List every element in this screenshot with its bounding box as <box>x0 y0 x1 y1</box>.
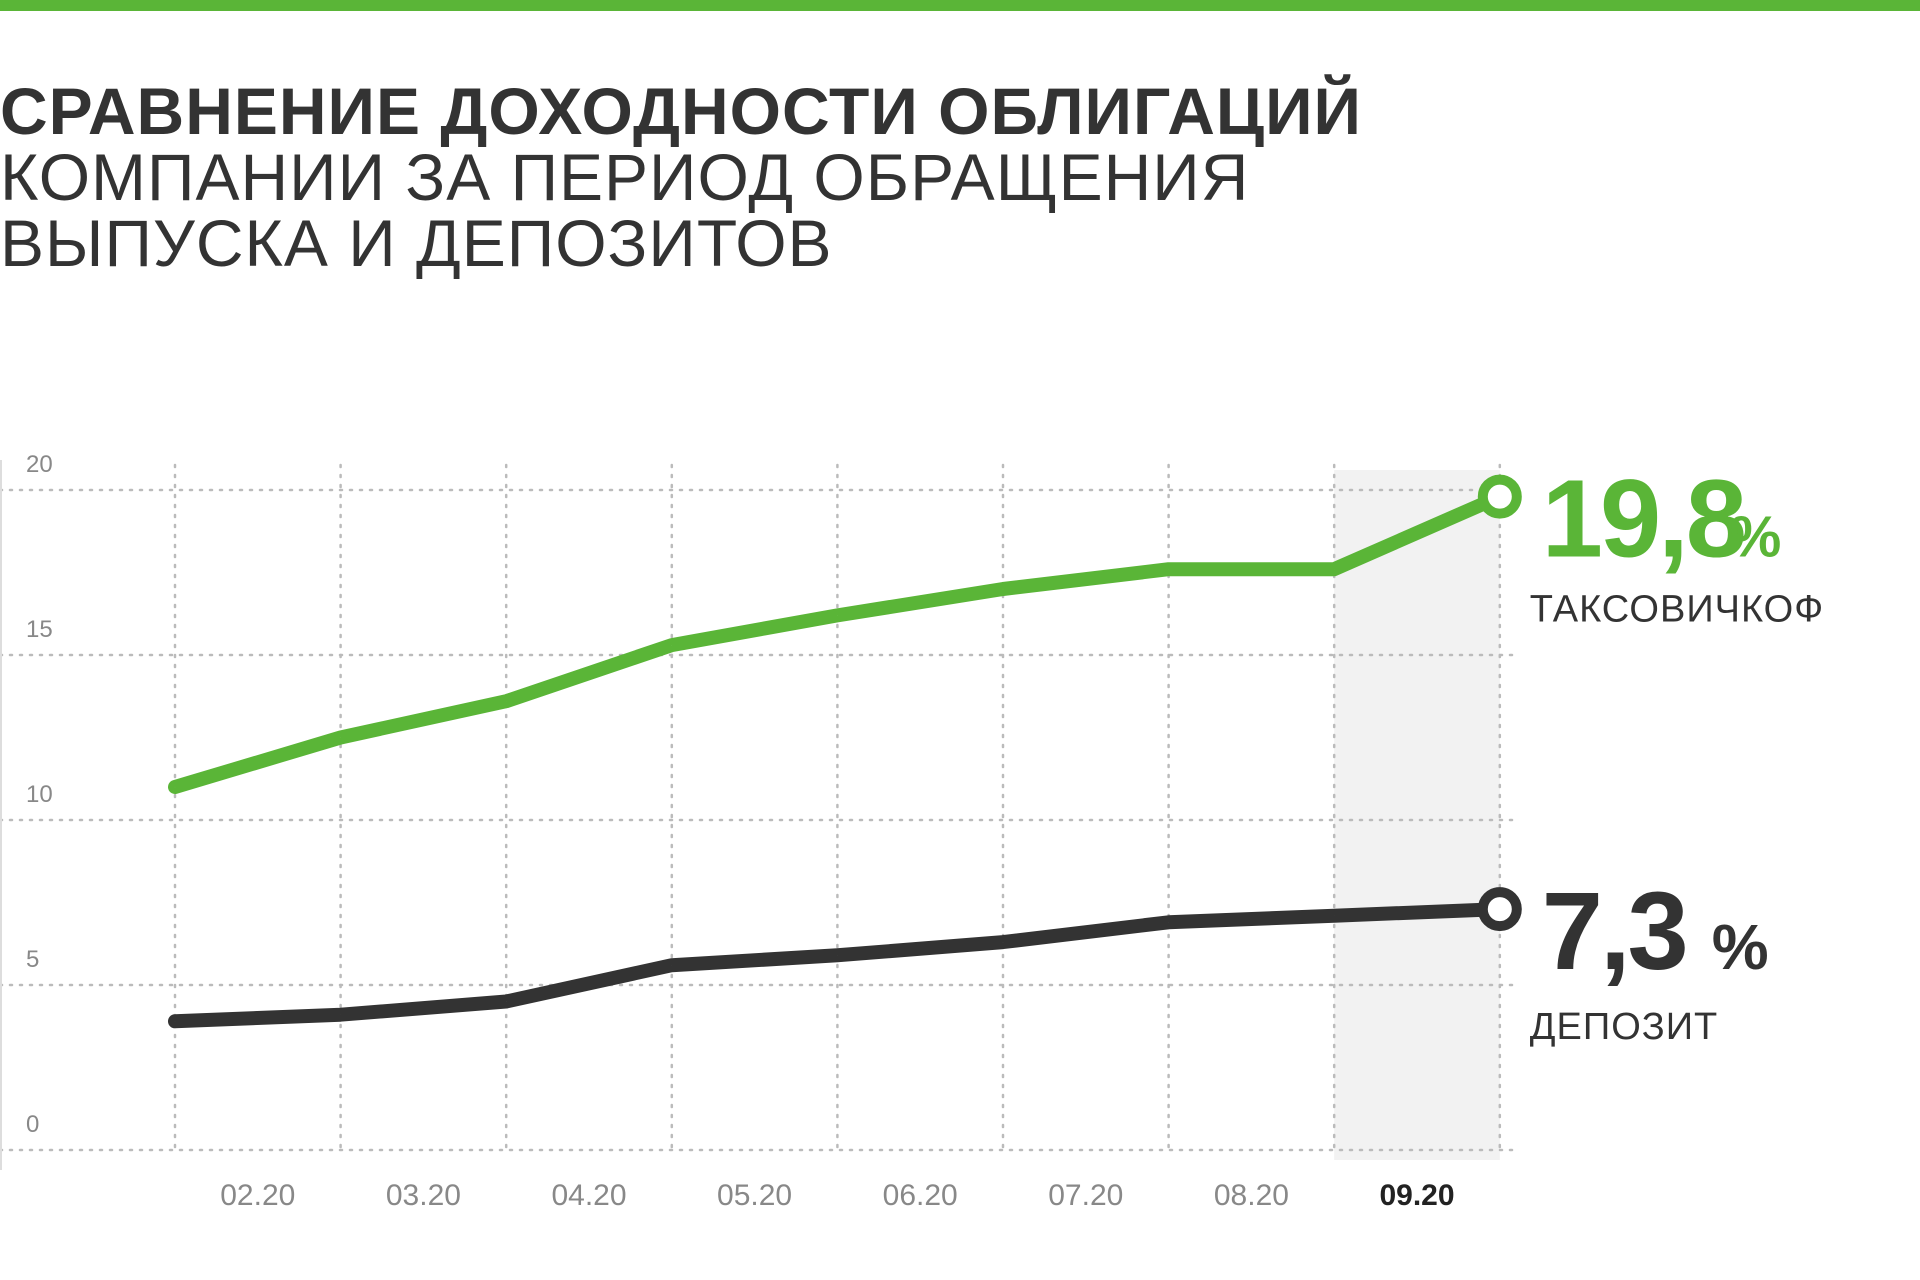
y-tick-label-5: 5 <box>26 946 39 973</box>
x-tick-label-06.20: 06.20 <box>883 1179 958 1212</box>
x-tick-label-07.20: 07.20 <box>1048 1179 1123 1212</box>
series-1-end-unit: % <box>1712 911 1769 983</box>
x-tick-label-02.20: 02.20 <box>220 1179 295 1212</box>
grid-layer <box>0 463 1522 1157</box>
top-accent-bar <box>0 0 1920 11</box>
y-tick-label-10: 10 <box>26 781 53 808</box>
series-layer <box>168 474 1522 1029</box>
series-1-end-value: 7,3 <box>1542 870 1686 993</box>
x-tick-label-08.20: 08.20 <box>1214 1179 1289 1212</box>
x-tick-label-04.20: 04.20 <box>551 1179 626 1212</box>
series-line-0 <box>168 489 1507 794</box>
x-tick-label-05.20: 05.20 <box>717 1179 792 1212</box>
x-tick-label-03.20: 03.20 <box>386 1179 461 1212</box>
chart-title: СРАВНЕНИЕ ДОХОДНОСТИ ОБЛИГАЦИЙ КОМПАНИИ … <box>0 78 1500 276</box>
series-0-end-unit: % <box>1730 505 1782 570</box>
x-tick-label-09.20: 09.20 <box>1379 1179 1454 1212</box>
title-line-3: ВЫПУСКА И ДЕПОЗИТОВ <box>0 206 833 280</box>
series-1-legend-name: ДЕПОЗИТ <box>1530 1006 1718 1048</box>
series-0-legend-name: ТАКСОВИЧКОФ <box>1530 589 1824 631</box>
x-tick-labels: 02.20 03.20 04.20 05.20 06.20 07.20 08.20 09.20 <box>220 1179 1454 1212</box>
title-bold-line: СРАВНЕНИЕ ДОХОДНОСТИ ОБЛИГАЦИЙ <box>0 74 1362 148</box>
series-0-end-value: 19,8 <box>1542 458 1744 581</box>
y-tick-labels: 0 5 10 15 20 <box>26 451 53 1138</box>
series-1-point-8 <box>1477 887 1522 932</box>
series-0-point-8 <box>1477 474 1522 519</box>
y-tick-label-0: 0 <box>26 1111 39 1138</box>
title-line-2: КОМПАНИИ ЗА ПЕРИОД ОБРАЩЕНИЯ <box>0 140 1250 214</box>
end-labels: 19,8% ТАКСОВИЧКОФ 7,3 % ДЕПОЗИТ <box>1530 458 1824 1049</box>
y-tick-label-15: 15 <box>26 616 53 643</box>
highlight-band <box>1334 470 1500 1160</box>
y-tick-label-20: 20 <box>26 451 53 478</box>
